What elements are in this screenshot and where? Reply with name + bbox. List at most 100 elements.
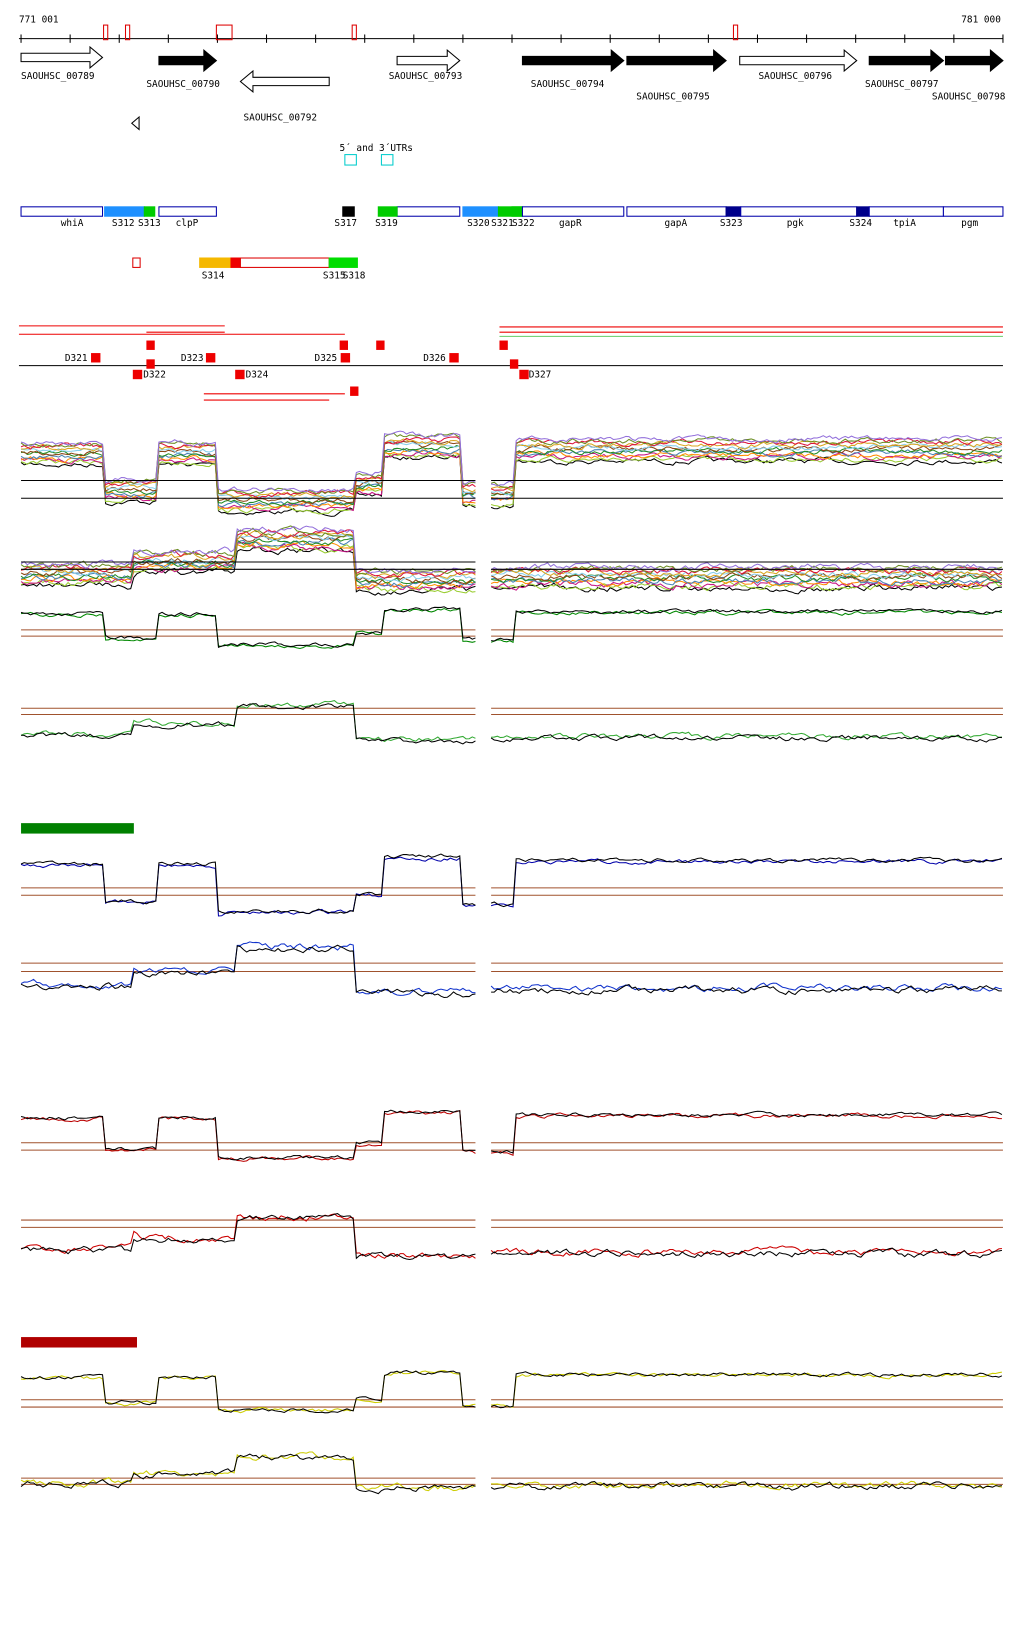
expression-trace <box>20 607 476 650</box>
annotation: 5´ and 3´UTRs <box>339 143 413 154</box>
feature <box>328 257 358 268</box>
expression-trace <box>20 944 476 999</box>
expression-trace <box>20 1109 476 1162</box>
feature <box>143 206 156 217</box>
expression-trace <box>490 450 1002 501</box>
feature-label: S318 <box>343 270 366 281</box>
expression-trace <box>20 546 476 596</box>
marker <box>350 386 359 396</box>
feature-label: S312 <box>112 218 135 229</box>
condition-bar <box>21 1337 137 1348</box>
feature <box>104 206 145 217</box>
expression-trace <box>491 731 1003 741</box>
feature <box>626 206 727 217</box>
expression-trace <box>20 448 476 510</box>
feature <box>199 257 232 268</box>
expression-trace <box>20 529 476 579</box>
expression-trace <box>490 1480 1002 1491</box>
expression-trace <box>20 941 476 996</box>
expression-trace <box>491 451 1003 500</box>
feature <box>158 206 217 217</box>
expression-trace <box>490 1247 1003 1259</box>
annotation-box <box>344 154 357 166</box>
feature-label: S322 <box>512 218 535 229</box>
deletion <box>519 369 529 380</box>
ruler-mark <box>103 24 109 41</box>
feature <box>377 206 398 217</box>
deletion <box>235 369 245 380</box>
feature <box>239 257 330 268</box>
gene-label: SAOUHSC_00794 <box>531 79 605 90</box>
expression-trace <box>491 434 1002 487</box>
expression-trace <box>490 455 1003 510</box>
deletion-label: D321 <box>65 353 88 364</box>
feature <box>868 206 944 217</box>
feature <box>725 206 742 217</box>
feature-label: S321 <box>491 218 514 229</box>
expression-trace <box>491 1110 1003 1154</box>
marker <box>146 340 155 350</box>
expression-trace <box>491 1112 1002 1156</box>
expression-trace <box>20 700 476 743</box>
feature <box>856 206 870 217</box>
feature-label: S320 <box>467 218 490 229</box>
expression-trace <box>20 454 476 517</box>
ruler-mark <box>732 24 739 41</box>
feature-label: S315 <box>323 270 346 281</box>
gene-label: SAOUHSC_00790 <box>146 79 220 90</box>
expression-trace <box>490 733 1002 743</box>
marker <box>499 340 508 350</box>
expression-trace <box>20 432 476 495</box>
deletion-label: D322 <box>143 370 166 381</box>
feature-label: tpiA <box>893 218 916 229</box>
expression-trace <box>490 982 1002 993</box>
deletion-label: D327 <box>529 370 552 381</box>
expression-trace <box>20 1453 476 1495</box>
expression-trace <box>20 451 476 512</box>
expression-trace <box>20 853 476 915</box>
expression-trace <box>490 562 1002 573</box>
gene <box>739 49 858 73</box>
gene-label: SAOUHSC_00793 <box>389 71 462 82</box>
ruler-start: 771 001 <box>19 14 59 25</box>
marker <box>339 340 348 350</box>
expression-trace <box>20 1213 476 1260</box>
gene <box>20 45 104 70</box>
expression-trace <box>20 537 476 585</box>
marker <box>130 115 140 131</box>
feature-label: gapA <box>665 218 688 229</box>
gene-label: SAOUHSC_00795 <box>636 92 710 103</box>
deletion <box>132 369 143 380</box>
feature <box>740 206 858 217</box>
feature-label: clpP <box>176 218 199 229</box>
feature-label: pgm <box>961 218 978 229</box>
expression-trace <box>490 858 1002 908</box>
feature <box>132 257 141 268</box>
expression-trace <box>20 430 476 493</box>
expression-trace <box>491 570 1002 580</box>
expression-trace <box>490 856 1003 908</box>
expression-trace <box>491 984 1002 996</box>
expression-trace <box>490 440 1003 492</box>
expression-trace <box>20 1370 476 1414</box>
feature <box>462 206 499 217</box>
feature-label: whiA <box>61 218 84 229</box>
expression-trace <box>490 437 1003 491</box>
deletion-label: D324 <box>246 370 269 381</box>
expression-trace <box>20 445 476 507</box>
expression-trace <box>490 566 1003 577</box>
expression-trace <box>21 703 476 745</box>
deletion-label: D326 <box>423 353 446 364</box>
feature <box>342 206 355 217</box>
expression-trace <box>490 1245 1002 1258</box>
gene <box>521 49 625 73</box>
deletion <box>91 353 101 363</box>
feature-label: S314 <box>202 270 225 281</box>
feature <box>230 257 241 268</box>
expression-trace <box>20 1451 476 1492</box>
expression-trace <box>490 436 1003 489</box>
gene-label: SAOUHSC_00789 <box>21 71 95 82</box>
expression-trace <box>490 608 1003 644</box>
expression-trace <box>20 436 476 499</box>
